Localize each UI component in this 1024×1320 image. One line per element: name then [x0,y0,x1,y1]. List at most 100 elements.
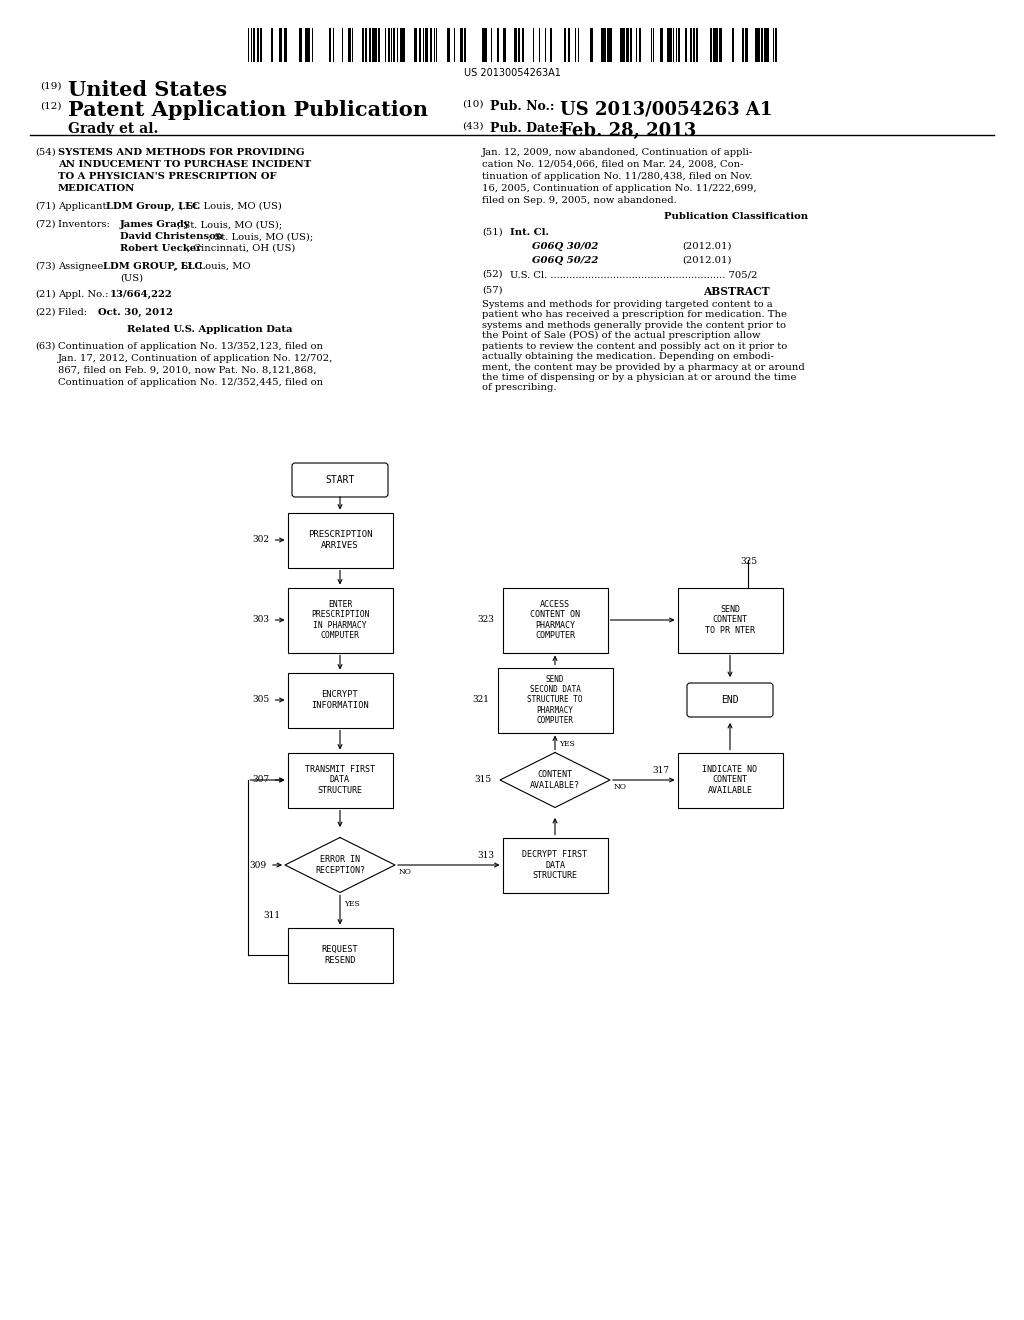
Text: (72): (72) [35,220,55,228]
Bar [433,28,435,62]
Text: 307: 307 [252,776,269,784]
Text: US 20130054263A1: US 20130054263A1 [464,69,560,78]
Text: David Christenson: David Christenson [120,232,223,242]
Text: TRANSMIT FIRST
DATA
STRUCTURE: TRANSMIT FIRST DATA STRUCTURE [305,766,375,795]
Text: (71): (71) [35,202,55,211]
Text: SEND
SECOND DATA
STRUCTURE TO
PHARMACY
COMPUTER: SEND SECOND DATA STRUCTURE TO PHARMACY C… [527,675,583,725]
Bar [710,28,712,62]
Text: U.S. Cl. ........................................................ 705/2: U.S. Cl. ...............................… [510,271,758,279]
Text: MEDICATION: MEDICATION [58,183,135,193]
Bar [498,668,612,733]
Text: 323: 323 [477,615,495,624]
Text: TO A PHYSICIAN'S PRESCRIPTION OF: TO A PHYSICIAN'S PRESCRIPTION OF [58,172,276,181]
Bar [639,28,640,62]
Text: AN INDUCEMENT TO PURCHASE INCIDENT: AN INDUCEMENT TO PURCHASE INCIDENT [58,160,311,169]
Text: Applicant:: Applicant: [58,202,113,211]
Text: US 2013/0054263 A1: US 2013/0054263 A1 [560,100,772,117]
Text: United States: United States [68,81,227,100]
Text: Assignee:: Assignee: [58,261,110,271]
Text: Continuation of application No. 13/352,123, filed on: Continuation of application No. 13/352,1… [58,342,323,351]
Bar [288,672,392,727]
Bar [365,28,367,62]
Bar [260,28,262,62]
Bar [564,28,566,62]
Bar [517,28,519,62]
Text: (2012.01): (2012.01) [682,256,731,265]
Bar [425,28,428,62]
Bar [713,28,718,62]
Bar [351,28,353,62]
Bar [288,512,392,568]
Text: Related U.S. Application Data: Related U.S. Application Data [127,325,293,334]
Bar [606,28,611,62]
Bar [550,28,552,62]
Bar [761,28,763,62]
Bar [590,28,593,62]
Text: , St. Louis, MO (US);: , St. Louis, MO (US); [208,232,313,242]
FancyBboxPatch shape [687,682,773,717]
Bar [678,28,680,62]
Bar [693,28,695,62]
Text: LDM Group, LLC: LDM Group, LLC [106,202,200,211]
Text: INDICATE NO
CONTENT
AVAILABLE: INDICATE NO CONTENT AVAILABLE [702,766,758,795]
Text: Pub. No.:: Pub. No.: [490,100,555,114]
Text: YES: YES [344,900,359,908]
Bar [744,28,748,62]
Text: Publication Classification: Publication Classification [664,213,808,220]
Text: (21): (21) [35,290,55,300]
Bar [347,28,350,62]
Text: (54): (54) [35,148,55,157]
Text: (12): (12) [40,102,61,111]
Bar [532,28,534,62]
Text: Jan. 12, 2009, now abandoned, Continuation of appli-: Jan. 12, 2009, now abandoned, Continuati… [482,148,754,157]
Bar [503,587,607,652]
Bar [513,28,516,62]
Text: ENTER
PRESCRIPTION
IN PHARMACY
COMPUTER: ENTER PRESCRIPTION IN PHARMACY COMPUTER [310,599,370,640]
Text: Systems and methods for providing targeted content to a
patient who has received: Systems and methods for providing target… [482,300,805,392]
Text: (43): (43) [462,121,483,131]
Text: (22): (22) [35,308,55,317]
Bar [685,28,686,62]
Text: Grady et al.: Grady et al. [68,121,159,136]
Bar [755,28,760,62]
Text: DECRYPT FIRST
DATA
STRUCTURE: DECRYPT FIRST DATA STRUCTURE [522,850,588,880]
Bar [362,28,364,62]
Text: cation No. 12/054,066, filed on Mar. 24, 2008, Con-: cation No. 12/054,066, filed on Mar. 24,… [482,160,743,169]
Text: (57): (57) [482,286,503,294]
Text: 315: 315 [475,776,492,784]
Text: Robert Uecker: Robert Uecker [120,244,202,253]
Text: REQUEST
RESEND: REQUEST RESEND [322,945,358,965]
Text: 302: 302 [253,536,269,544]
Bar [387,28,389,62]
Bar [384,28,386,62]
Text: Appl. No.:: Appl. No.: [58,290,115,300]
Text: Int. Cl.: Int. Cl. [510,228,549,238]
Bar [253,28,255,62]
Bar [288,928,392,982]
Text: 321: 321 [472,696,489,705]
Text: (US): (US) [120,275,143,282]
Text: 313: 313 [477,851,495,861]
Text: , Cincinnati, OH (US): , Cincinnati, OH (US) [187,244,295,253]
Bar [659,28,663,62]
Bar [419,28,421,62]
Bar [329,28,331,62]
Bar [775,28,776,62]
Bar [719,28,722,62]
Text: Jan. 17, 2012, Continuation of application No. 12/702,: Jan. 17, 2012, Continuation of applicati… [58,354,334,363]
Bar [288,752,392,808]
Text: (63): (63) [35,342,55,351]
Bar [460,28,463,62]
Bar [567,28,569,62]
Text: ACCESS
CONTENT ON
PHARMACY
COMPUTER: ACCESS CONTENT ON PHARMACY COMPUTER [530,599,580,640]
Bar [620,28,625,62]
Text: Inventors:: Inventors: [58,220,113,228]
Text: (51): (51) [482,228,503,238]
Text: SYSTEMS AND METHODS FOR PROVIDING: SYSTEMS AND METHODS FOR PROVIDING [58,148,304,157]
Text: ABSTRACT: ABSTRACT [702,286,769,297]
Text: 305: 305 [252,696,269,705]
Bar [764,28,768,62]
Text: , St. Louis, MO (US): , St. Louis, MO (US) [180,202,282,211]
Bar [396,28,398,62]
Bar [393,28,395,62]
